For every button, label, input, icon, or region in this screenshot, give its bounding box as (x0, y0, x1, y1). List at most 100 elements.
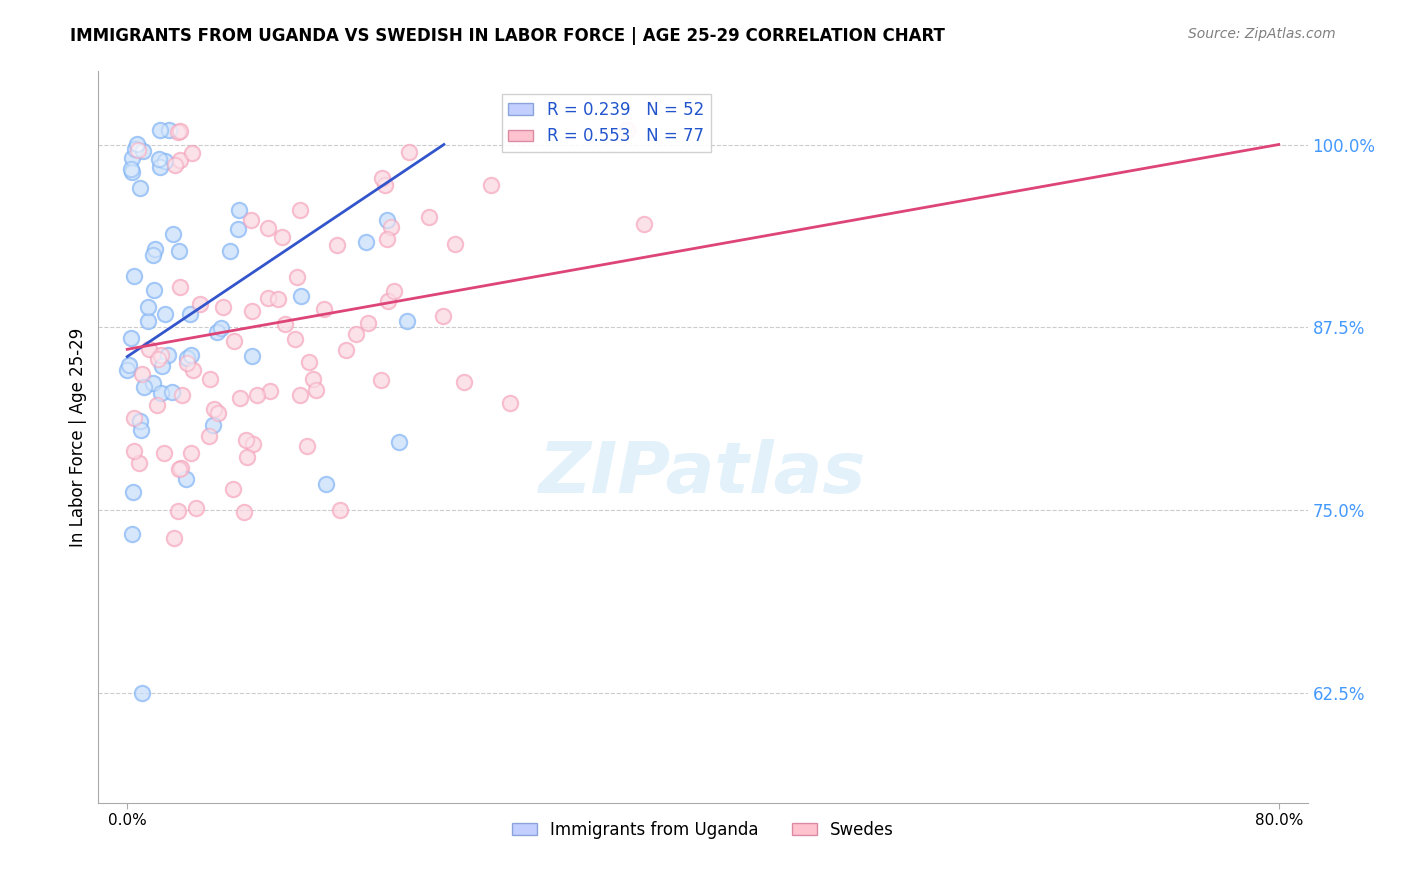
Point (148, 152, 170, 166)
Point (169, 123, 191, 137)
Point (153, 446, 176, 460)
Point (371, 170, 394, 185)
Point (228, 203, 250, 218)
Point (181, 146, 204, 161)
Point (142, 283, 165, 297)
Point (209, 321, 232, 335)
Point (287, 269, 309, 284)
Point (149, 123, 172, 137)
Text: ZIPatlas: ZIPatlas (540, 439, 866, 508)
Point (257, 220, 280, 235)
Point (375, 232, 398, 246)
Point (121, 484, 143, 499)
Point (371, 170, 394, 185)
Point (377, 294, 399, 309)
Point (246, 388, 269, 402)
Point (149, 160, 172, 174)
Point (354, 235, 377, 249)
Point (305, 383, 328, 397)
Point (370, 373, 392, 387)
Point (136, 300, 159, 314)
Point (150, 348, 173, 362)
Point (138, 342, 160, 356)
Point (453, 375, 475, 389)
Point (198, 371, 221, 385)
Point (444, 236, 467, 251)
Point (153, 307, 176, 321)
Legend: Immigrants from Uganda, Swedes: Immigrants from Uganda, Swedes (505, 814, 901, 846)
Point (176, 356, 198, 370)
Point (162, 227, 184, 241)
Point (150, 359, 173, 373)
Point (240, 349, 263, 363)
Point (176, 351, 198, 365)
Point (301, 371, 323, 385)
Point (207, 406, 229, 420)
Point (150, 359, 173, 373)
Point (312, 302, 335, 317)
Point (202, 401, 225, 416)
Point (121, 527, 143, 541)
Point (167, 504, 190, 518)
Point (290, 289, 312, 303)
Point (163, 531, 186, 545)
Point (167, 462, 190, 476)
Point (212, 300, 235, 314)
Point (157, 123, 180, 137)
Point (180, 446, 202, 460)
Point (169, 244, 191, 259)
Point (267, 292, 290, 306)
Point (188, 297, 211, 311)
Point (186, 500, 208, 515)
Text: Source: ZipAtlas.com: Source: ZipAtlas.com (1188, 27, 1336, 41)
Point (209, 321, 232, 335)
Point (121, 152, 143, 166)
Point (156, 348, 179, 362)
Point (122, 443, 145, 458)
Point (283, 332, 305, 346)
Point (121, 164, 143, 178)
Point (633, 217, 655, 231)
Point (382, 285, 405, 299)
Point (170, 461, 193, 475)
Point (142, 376, 165, 391)
Point (131, 686, 153, 700)
Point (229, 391, 252, 405)
Point (315, 477, 337, 491)
Point (271, 230, 294, 244)
Point (273, 318, 295, 332)
Point (418, 210, 440, 224)
Point (127, 144, 149, 158)
Point (298, 355, 321, 369)
Point (236, 450, 259, 464)
Point (148, 152, 170, 166)
Point (356, 316, 378, 330)
Point (155, 153, 177, 168)
Point (344, 327, 367, 342)
Point (156, 348, 179, 362)
Point (132, 380, 155, 394)
Point (169, 153, 191, 167)
Point (120, 331, 142, 345)
Point (129, 423, 152, 437)
Point (257, 291, 280, 305)
Point (242, 436, 264, 450)
Point (180, 446, 202, 460)
Point (142, 376, 165, 391)
Point (481, 178, 503, 192)
Point (377, 294, 399, 309)
Point (149, 160, 172, 174)
Point (229, 391, 252, 405)
Point (380, 220, 402, 235)
Point (380, 220, 402, 235)
Point (283, 332, 305, 346)
Point (481, 178, 503, 192)
Point (129, 181, 152, 195)
Point (444, 236, 467, 251)
Point (169, 153, 191, 167)
Point (188, 297, 211, 311)
Point (202, 417, 225, 432)
Point (163, 158, 186, 172)
Point (499, 395, 522, 409)
Point (143, 242, 166, 256)
